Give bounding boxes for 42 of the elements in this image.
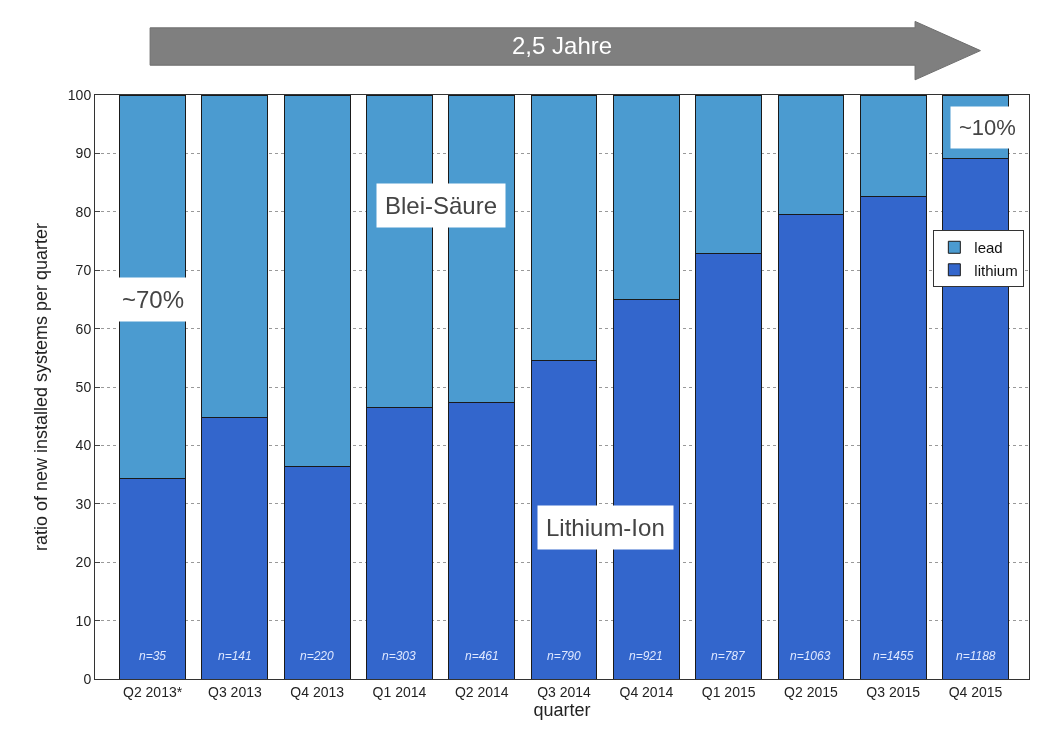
annotation: n=790 (547, 649, 582, 663)
x-tick-label: Q1 2015 (701, 683, 756, 700)
y-tick-label: 10 (75, 612, 92, 629)
x-tick-label: Q3 2015 (866, 683, 921, 700)
annotation: n=461 (465, 649, 499, 663)
text: 2,5 Jahre (512, 32, 613, 59)
annotation: n=1455 (873, 649, 914, 663)
y-tick-label: 40 (75, 437, 92, 454)
x-tick-label: Q3 2013 (208, 683, 262, 700)
y-tick-label: 50 (75, 378, 92, 395)
annotation: Blei-Säure (385, 192, 498, 219)
annotation: n=1063 (790, 649, 831, 663)
x-tick-label: Q1 2014 (372, 683, 427, 700)
annotation: n=141 (218, 649, 252, 663)
annotation: n=921 (629, 649, 663, 663)
legend-label: lithium (974, 261, 1018, 279)
annotation: ~10% (959, 115, 1016, 140)
annotation: Lithium-Ion (546, 514, 665, 541)
y-tick-label: 80 (75, 203, 92, 220)
x-tick-label: Q2 2015 (784, 683, 838, 700)
legend-label: lead (974, 239, 1003, 257)
y-tick-label: 70 (75, 262, 92, 279)
x-tick-label: Q2 2013* (123, 683, 183, 700)
annotation: n=787 (711, 649, 747, 663)
y-tick-label: 0 (83, 670, 92, 687)
annotation: n=1188 (956, 649, 996, 663)
annotation: n=220 (300, 649, 335, 663)
y-tick-label: 30 (75, 495, 92, 512)
x-tick-label: Q4 2013 (290, 683, 345, 700)
x-tick-label: Q4 2014 (619, 683, 674, 700)
x-tick-label: Q4 2015 (948, 683, 1003, 700)
y-axis-title: ratio of new installed systems per quarter (31, 222, 52, 552)
y-tick-label: 60 (75, 320, 92, 337)
y-tick-label: 90 (75, 145, 92, 162)
x-axis-title: quarter (533, 699, 591, 720)
y-tick-label: 20 (75, 554, 92, 571)
x-tick-label: Q2 2014 (454, 683, 509, 700)
annotation: ~70% (122, 286, 185, 313)
y-tick-label: 100 (67, 86, 92, 103)
x-tick-label: Q3 2014 (537, 683, 592, 700)
annotation: n=303 (382, 649, 417, 663)
annotation: n=35 (139, 649, 167, 663)
